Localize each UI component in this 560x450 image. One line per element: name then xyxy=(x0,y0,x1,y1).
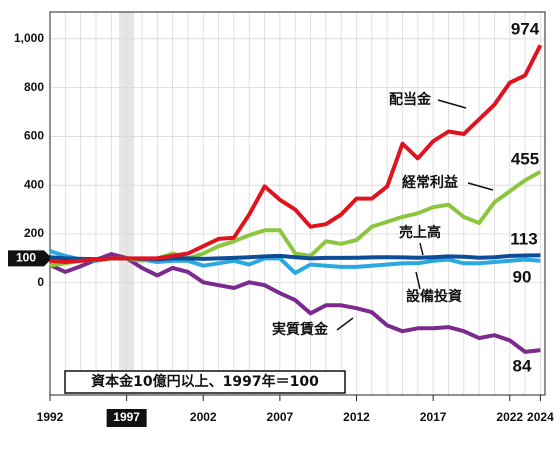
series-line xyxy=(49,252,541,354)
leader-line xyxy=(415,271,421,290)
value-label: 113 xyxy=(510,229,537,248)
y-tick-label: 1,000 xyxy=(14,31,44,45)
baseline-arrow xyxy=(44,250,52,267)
value-label: 455 xyxy=(511,149,539,168)
y-tick-label: 600 xyxy=(24,129,44,143)
baseline-box xyxy=(8,250,44,267)
plot-frame xyxy=(49,11,546,396)
value-label: 974 xyxy=(511,19,540,38)
legend-label: 売上高 xyxy=(399,224,441,241)
x-tick-label: 2012 xyxy=(343,410,370,424)
y-tick-label: 0 xyxy=(37,275,44,289)
y-tick-label: 200 xyxy=(24,226,44,240)
legend-label: 実質賃金 xyxy=(272,321,329,338)
note-box xyxy=(64,370,346,394)
leader-line xyxy=(467,182,494,191)
leader-line xyxy=(437,99,467,109)
x-tick-label: 2024 xyxy=(527,410,554,424)
x-tick-box xyxy=(106,409,147,427)
leader-line xyxy=(336,317,354,331)
x-tick-label: 2007 xyxy=(267,410,294,424)
legend-label: 配当金 xyxy=(389,91,432,108)
value-label: 84 xyxy=(513,356,532,375)
legend-label: 経常利益 xyxy=(402,174,458,191)
x-tick-label: 2022 xyxy=(496,410,523,424)
y-tick-label: 800 xyxy=(24,80,44,94)
note: 資本金10億円以上、1997年＝100 xyxy=(91,373,319,390)
x-tick-label: 1997 xyxy=(113,410,140,424)
x-tick-label: 2002 xyxy=(190,410,217,424)
leader-line xyxy=(419,242,424,256)
series-line xyxy=(49,44,543,264)
value-label: 90 xyxy=(513,267,532,286)
baseline-label: 100 xyxy=(16,251,36,265)
x-tick-label: 1992 xyxy=(37,410,64,424)
x-tick-label: 2017 xyxy=(420,410,447,424)
y-tick-label: 400 xyxy=(24,177,44,191)
legend-label: 設備投資 xyxy=(406,288,462,305)
